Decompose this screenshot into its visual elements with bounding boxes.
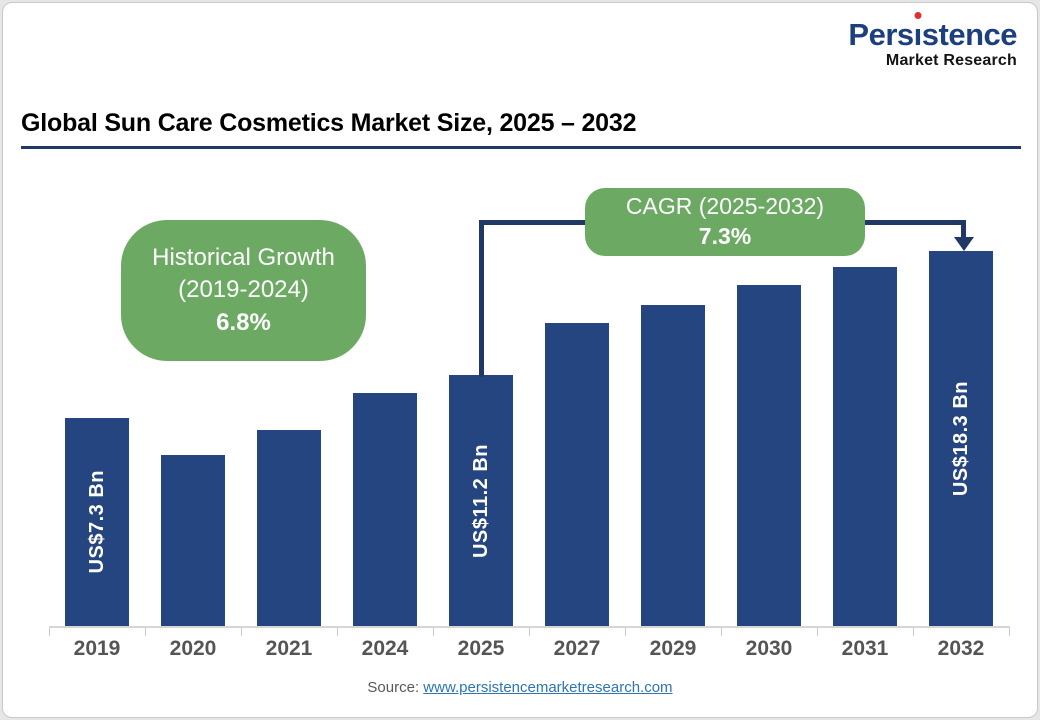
- bar-value-label-2019: US$7.3 Bn: [85, 470, 108, 574]
- source-label: Source:: [367, 679, 420, 696]
- x-axis-label-2027: 2027: [553, 637, 601, 660]
- company-logo: Persı stence Market Research: [848, 12, 1018, 69]
- bar-2024: [353, 393, 417, 626]
- cagr-line1: CAGR (2025-2032): [625, 193, 825, 220]
- x-axis-label-2032: 2032: [937, 637, 985, 660]
- historical-growth-callout: Historical Growth (2019-2024) 6.8%: [121, 220, 366, 361]
- x-axis-label-2021: 2021: [265, 637, 313, 660]
- bar-2027: [545, 323, 609, 626]
- x-axis-label-2025: 2025: [457, 637, 505, 660]
- logo-brand-text: Persı stence: [848, 12, 1018, 50]
- source-line: Source: www.persistencemarketresearch.co…: [3, 679, 1037, 696]
- historical-growth-line2: (2019-2024): [178, 276, 309, 304]
- cagr-connector-right-line: [961, 222, 966, 238]
- cagr-value: 7.3%: [698, 223, 752, 249]
- bar-chart: US$7.3 Bn 2019 2020 2021 2024 US$11.2 Bn 2025 2…: [49, 163, 1011, 660]
- source-link[interactable]: www.persistencemarketresearch.com: [423, 679, 673, 696]
- historical-growth-value: 6.8%: [216, 308, 271, 336]
- x-axis-label-2019: 2019: [73, 637, 121, 660]
- x-axis-label-2020: 2020: [169, 637, 217, 660]
- page-title: Global Sun Care Cosmetics Market Size, 2…: [21, 109, 637, 137]
- title-underline: [21, 146, 1021, 149]
- bar-2032: US$18.3 Bn: [929, 251, 993, 626]
- cagr-callout: CAGR (2025-2032) 7.3%: [585, 188, 865, 256]
- bar-value-label-2025: US$11.2 Bn: [469, 443, 492, 558]
- cagr-connector-left-line: [479, 222, 484, 377]
- logo-i-red-dot-icon: ı: [914, 12, 922, 50]
- bar-2029: [641, 305, 705, 626]
- x-axis-label-2030: 2030: [745, 637, 793, 660]
- bar-2021: [257, 430, 321, 626]
- x-axis-line: [49, 626, 1010, 628]
- x-axis-label-2024: 2024: [361, 637, 409, 660]
- bar-2031: [833, 267, 897, 626]
- bar-value-label-2032: US$18.3 Bn: [949, 380, 972, 497]
- x-axis-ticks: [49, 628, 1011, 636]
- historical-growth-line1: Historical Growth: [152, 243, 335, 271]
- bar-2025: US$11.2 Bn: [449, 375, 513, 626]
- bar-2020: [161, 455, 225, 626]
- x-axis-label-2029: 2029: [649, 637, 697, 660]
- cagr-arrow-down-icon: [954, 237, 974, 251]
- bar-2019: US$7.3 Bn: [65, 418, 129, 626]
- bar-2030: [737, 285, 801, 626]
- x-axis-label-2031: 2031: [841, 637, 889, 660]
- logo-subtitle: Market Research: [885, 52, 1017, 69]
